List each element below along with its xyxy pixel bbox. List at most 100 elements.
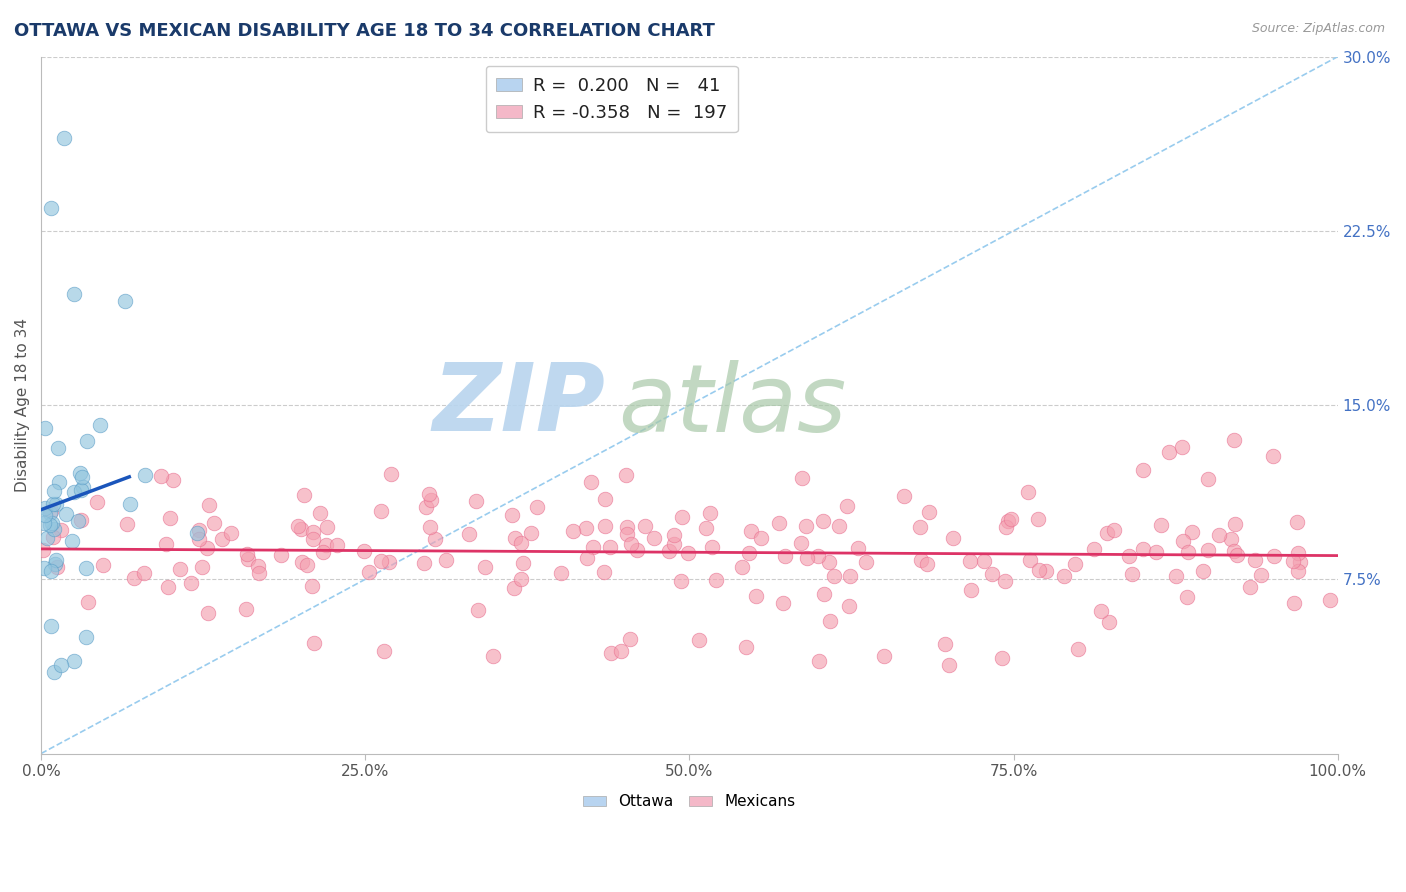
Point: [118, 497, 141, 511]
Point: [1226, 549, 1249, 563]
Point: [34, 508, 56, 522]
Point: [115, 516, 138, 531]
Point: [1289, 555, 1312, 569]
Point: [1192, 564, 1215, 578]
Point: [1017, 484, 1039, 499]
Point: [467, 603, 489, 617]
Point: [855, 556, 877, 570]
Point: [45, 560, 67, 574]
Point: [326, 538, 349, 552]
Point: [823, 568, 845, 582]
Point: [62, 286, 84, 301]
Point: [509, 572, 531, 586]
Point: [1064, 558, 1087, 572]
Point: [187, 532, 209, 546]
Point: [53, 131, 76, 145]
Point: [579, 475, 602, 489]
Point: [619, 632, 641, 646]
Point: [503, 531, 526, 545]
Point: [1181, 525, 1204, 540]
Point: [370, 504, 392, 518]
Point: [1319, 593, 1341, 607]
Point: [980, 566, 1002, 581]
Point: [270, 548, 292, 562]
Point: [42, 665, 65, 680]
Point: [41, 516, 63, 530]
Point: [828, 519, 851, 533]
Point: [1028, 512, 1050, 526]
Point: [86, 495, 108, 509]
Point: [420, 492, 443, 507]
Point: [942, 531, 965, 545]
Point: [301, 579, 323, 593]
Point: [219, 526, 242, 541]
Point: [55, 508, 77, 522]
Point: [1150, 518, 1173, 533]
Point: [292, 488, 315, 502]
Point: [1053, 569, 1076, 583]
Point: [1197, 472, 1219, 486]
Point: [959, 554, 981, 568]
Point: [599, 646, 621, 660]
Point: [69, 483, 91, 497]
Point: [738, 546, 761, 560]
Point: [195, 541, 218, 556]
Point: [1261, 449, 1284, 463]
Point: [156, 580, 179, 594]
Point: [658, 544, 681, 558]
Point: [997, 514, 1019, 528]
Point: [66, 514, 89, 528]
Point: [794, 518, 817, 533]
Point: [1028, 563, 1050, 577]
Point: [1067, 642, 1090, 657]
Point: [132, 566, 155, 580]
Point: [357, 565, 380, 579]
Point: [482, 648, 505, 663]
Point: [180, 575, 202, 590]
Point: [38, 517, 60, 532]
Point: [235, 602, 257, 616]
Point: [1000, 512, 1022, 526]
Point: [169, 562, 191, 576]
Point: [77, 595, 100, 609]
Point: [295, 558, 318, 573]
Point: [415, 500, 437, 515]
Point: [731, 559, 754, 574]
Point: [72, 470, 94, 484]
Point: [72, 479, 94, 493]
Point: [893, 489, 915, 503]
Point: [197, 606, 219, 620]
Point: [1095, 526, 1118, 541]
Y-axis label: Disability Age 18 to 34: Disability Age 18 to 34: [15, 318, 30, 492]
Point: [46, 441, 69, 455]
Point: [76, 631, 98, 645]
Point: [413, 556, 436, 570]
Point: [474, 560, 496, 574]
Point: [42, 497, 65, 511]
Point: [695, 521, 717, 535]
Point: [49, 658, 72, 673]
Point: [873, 648, 896, 663]
Point: [39, 506, 62, 520]
Point: [39, 504, 62, 518]
Point: [63, 485, 86, 500]
Point: [512, 556, 534, 570]
Point: [246, 559, 269, 574]
Point: [1222, 544, 1244, 558]
Point: [503, 581, 526, 595]
Point: [838, 599, 860, 614]
Point: [1177, 545, 1199, 559]
Point: [1282, 554, 1305, 568]
Point: [610, 644, 633, 658]
Point: [592, 565, 614, 579]
Point: [48, 475, 70, 490]
Point: [191, 560, 214, 574]
Point: [643, 531, 665, 545]
Point: [662, 537, 685, 551]
Point: [501, 508, 523, 522]
Point: [593, 519, 616, 533]
Point: [796, 550, 818, 565]
Point: [41, 201, 63, 215]
Point: [312, 545, 335, 559]
Point: [309, 506, 332, 520]
